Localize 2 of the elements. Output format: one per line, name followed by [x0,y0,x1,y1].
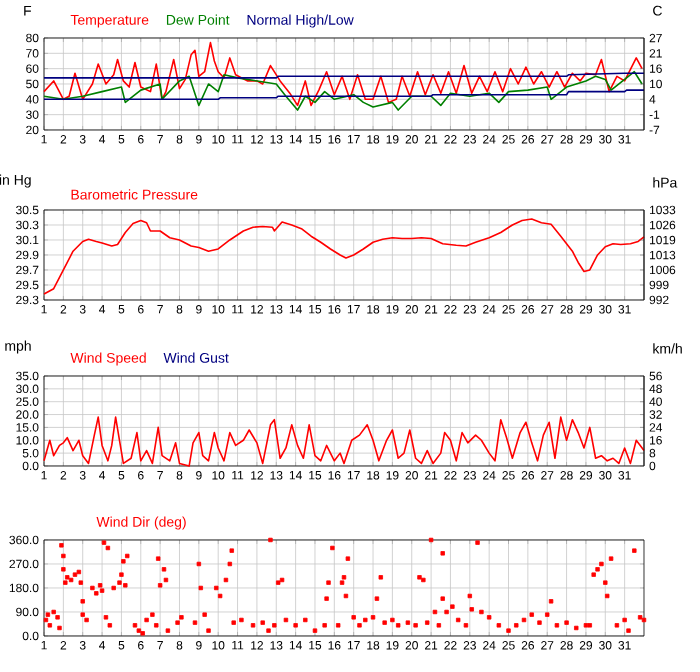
line-series [43,41,643,107]
line-series [43,416,645,467]
